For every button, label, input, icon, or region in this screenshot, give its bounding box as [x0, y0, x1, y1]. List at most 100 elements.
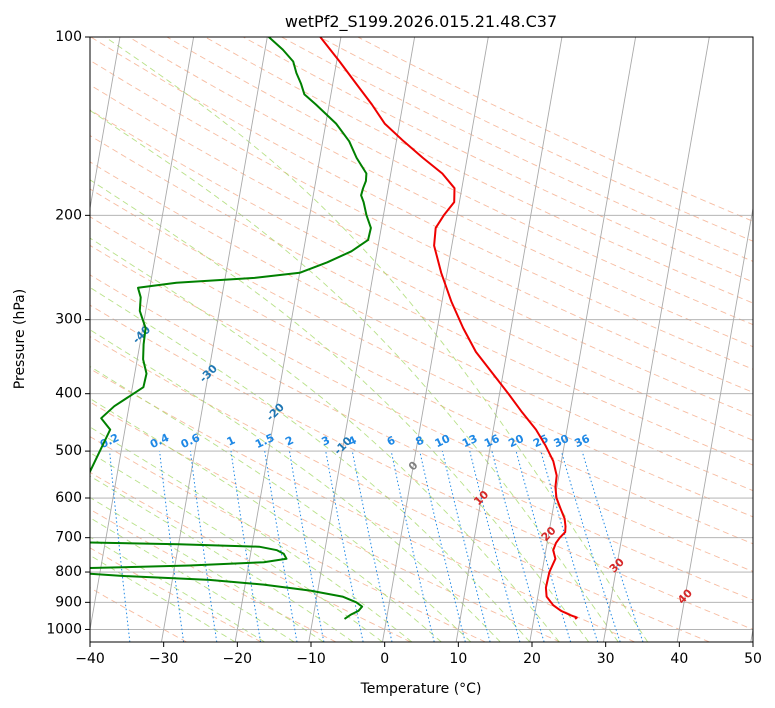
isotherm-label: -30 — [197, 362, 220, 385]
dry-adiabat-line — [90, 135, 753, 466]
mixing-ratio-label: 30 — [552, 432, 572, 450]
dry-adiabat-line — [204, 37, 753, 304]
moist-adiabat-line — [90, 554, 236, 642]
y-tick-label: 200 — [55, 207, 82, 223]
x-tick-label: −30 — [149, 651, 179, 667]
isotherm-line — [676, 205, 753, 642]
mixing-ratio-line — [581, 450, 644, 642]
mixing-ratio-line — [159, 451, 185, 642]
x-tick-label: −40 — [75, 651, 105, 667]
mixing-ratio-label: 8 — [414, 434, 426, 449]
moist-adiabat-line — [90, 329, 501, 642]
isotherm-line — [382, 37, 489, 642]
dry-adiabat-line — [90, 336, 710, 642]
mixing-ratio-line — [515, 450, 572, 642]
mixing-ratio-label: 13 — [460, 432, 479, 450]
dewpoint-profile-line — [90, 37, 372, 620]
moist-adiabat-line — [90, 237, 560, 642]
chart-title: wetPf2_S199.2026.015.21.48.C37 — [285, 12, 557, 32]
dry-adiabat-line — [357, 37, 753, 222]
y-tick-label: 300 — [55, 312, 82, 328]
x-tick-label: 20 — [523, 651, 541, 667]
dry-adiabat-line — [128, 37, 753, 348]
mixing-ratio-label: 20 — [506, 432, 526, 450]
y-tick-label: 700 — [55, 530, 82, 546]
moist-adiabat-line — [90, 398, 442, 642]
isotherm-label: -50 — [64, 281, 87, 304]
dry-adiabat-line — [90, 37, 753, 370]
dry-adiabat-line — [90, 368, 635, 642]
dry-adiabat-line — [90, 188, 753, 518]
isotherm-label: -20 — [264, 400, 287, 423]
x-tick-label: −10 — [296, 651, 326, 667]
x-tick-label: 50 — [744, 651, 762, 667]
y-tick-label: 900 — [55, 594, 82, 610]
isotherm-line — [529, 37, 637, 642]
mixing-ratio-line — [109, 451, 131, 642]
isotherm-line — [90, 37, 195, 633]
mixing-ratio-lines — [109, 450, 644, 642]
x-tick-label: 0 — [380, 651, 389, 667]
dry-adiabat-line — [90, 547, 262, 642]
moist-adiabat-line — [90, 475, 354, 642]
moist-adiabat-line — [90, 109, 619, 642]
mixing-ratio-line — [540, 450, 599, 642]
moist-adiabat-line — [104, 37, 649, 642]
y-tick-label: 400 — [55, 386, 82, 402]
isotherm-line — [161, 37, 268, 642]
mixing-ratio-label: 0.4 — [148, 431, 171, 451]
isotherm-line — [308, 37, 416, 642]
dry-adiabat-line — [90, 304, 753, 630]
mixing-ratio-label: 2 — [283, 434, 295, 449]
dry-adiabat-line — [90, 59, 753, 393]
dry-adiabat-line — [281, 37, 753, 262]
temperature-profile-line — [319, 37, 578, 620]
mixing-ratio-line — [189, 451, 218, 642]
pressure-gridlines — [90, 37, 753, 630]
y-tick-label: 1000 — [46, 621, 82, 637]
mixing-ratio-label: 10 — [433, 432, 453, 450]
moist-adiabat-line — [90, 286, 531, 642]
plot-area: -100-90-80-70-60-50-40-30-20-10010203040… — [0, 37, 753, 642]
moist-adiabat-line — [90, 179, 590, 642]
mixing-ratio-label: 36 — [572, 432, 592, 450]
isotherm-label: -60 — [0, 237, 21, 260]
moist-adiabat-line — [90, 365, 472, 642]
moist-adiabat-line — [90, 497, 324, 642]
mixing-ratio-label: 25 — [531, 432, 550, 450]
isotherm-label: -40 — [130, 323, 153, 346]
mixing-ratio-label: 3 — [320, 434, 332, 449]
y-tick-label: 800 — [55, 564, 82, 580]
isotherm-line — [455, 37, 563, 642]
moist-adiabat-line — [90, 536, 265, 642]
isotherm-label: 40 — [675, 586, 695, 606]
plot-frame — [89, 36, 754, 643]
dry-adiabat-line — [90, 161, 753, 492]
moist-adiabat-line — [90, 452, 383, 642]
dry-adiabat-line — [166, 37, 753, 326]
isotherm-line — [603, 37, 710, 642]
isotherm-label: 0 — [406, 459, 421, 474]
isotherm-line — [90, 37, 121, 211]
mixing-ratio-line — [230, 451, 262, 642]
x-tick-label: 10 — [449, 651, 467, 667]
dry-adiabat-line — [90, 401, 561, 642]
x-axis: −40 −30 −20 −10 0 10 20 30 40 50 — [75, 642, 762, 667]
mixing-ratio-line — [289, 451, 325, 642]
mixing-ratio-line — [491, 450, 545, 642]
y-tick-label: 100 — [55, 29, 82, 45]
dry-adiabat-line — [90, 84, 753, 417]
x-axis-title: Temperature (°C) — [360, 681, 482, 697]
dry-adiabat-line — [90, 436, 486, 642]
y-axis: 1000 900 800 700 600 500 400 300 200 100 — [46, 29, 90, 637]
dry-adiabat-line — [90, 508, 337, 642]
mixing-ratio-line — [351, 451, 393, 642]
dry-adiabat-line — [90, 471, 411, 642]
mixing-ratio-label: 1.5 — [253, 431, 276, 451]
mixing-ratio-label: 16 — [482, 432, 502, 450]
moist-adiabats — [90, 37, 649, 642]
x-tick-label: 30 — [597, 651, 615, 667]
x-tick-label: 40 — [670, 651, 688, 667]
moist-adiabat-line — [90, 426, 413, 642]
